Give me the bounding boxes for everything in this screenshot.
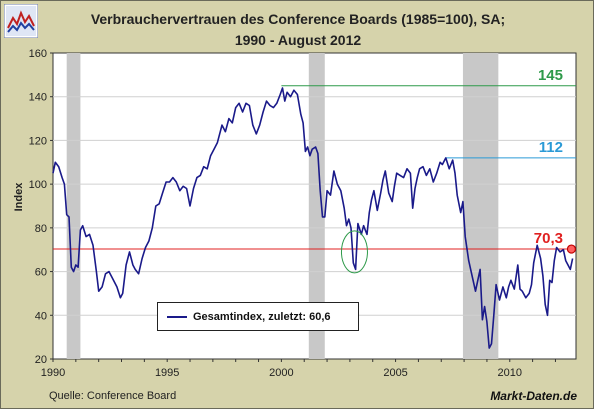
recession-band [462,53,499,359]
y-tick-label: 120 [29,135,47,147]
x-tick-label: 2005 [383,367,407,379]
recession-band [66,53,81,359]
y-tick-label: 40 [35,310,47,322]
reference-line-label: 145 [538,67,563,84]
reference-line-label: 70,3 [534,230,563,247]
legend: Gesamtindex, zuletzt: 60,6 [157,302,359,331]
chart-title: Verbrauchervertrauen des Conference Boar… [90,11,506,27]
y-tick-label: 100 [29,179,47,191]
series-line [52,87,574,349]
reference-line-label: 112 [539,139,563,156]
recession-band [308,53,325,359]
y-tick-label: 20 [35,354,47,366]
y-tick-label: 60 [35,267,47,279]
legend-swatch [167,315,187,318]
x-tick-label: 2010 [498,367,522,379]
x-tick-label: 1990 [41,367,65,379]
y-tick-label: 80 [35,223,47,235]
legend-label: Gesamtindex, zuletzt: 60,6 [193,310,331,323]
y-tick-label: 160 [29,48,47,60]
brand-label: Markt-Daten.de [490,389,577,403]
chart-subtitle: 1990 - August 2012 [234,32,362,48]
highlight-point [566,244,577,254]
logo-icon [4,4,38,38]
annotation-ellipse [340,230,368,274]
x-tick-label: 1995 [155,367,179,379]
source-note: Quelle: Conference Board [49,390,177,402]
x-tick-label: 2000 [269,367,293,379]
y-tick-label: 140 [29,92,47,104]
